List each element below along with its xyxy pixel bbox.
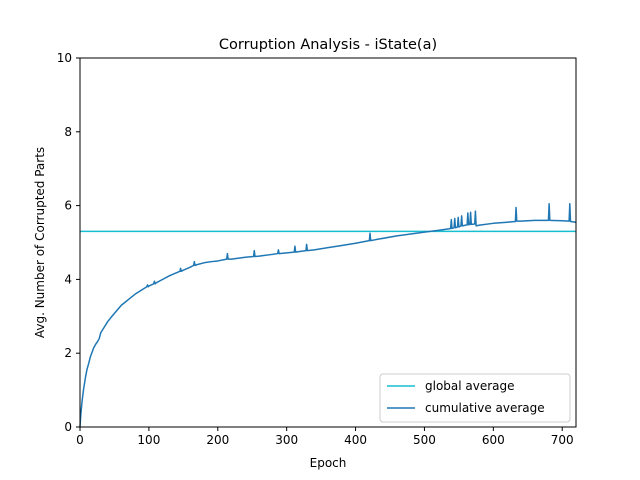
y-tick-label: 10: [57, 51, 72, 65]
x-tick-label: 500: [413, 433, 436, 447]
plot-area: [79, 57, 577, 428]
x-tick-label: 100: [137, 433, 160, 447]
x-tick-label: 400: [344, 433, 367, 447]
legend-box: [379, 373, 571, 423]
y-axis-label: Avg. Number of Corrupted Parts: [33, 147, 47, 338]
chart-title: Corruption Analysis - iState(a): [219, 37, 437, 53]
series-line-cumulative-average: [79, 203, 577, 428]
x-tick-label: 700: [551, 433, 574, 447]
y-tick-label: 0: [64, 420, 72, 434]
x-tick-label: 300: [275, 433, 298, 447]
y-tick-label: 4: [64, 272, 72, 286]
x-axis: 0 100 200 300 400 500 600 700: [76, 427, 574, 447]
x-tick-label: 0: [76, 433, 84, 447]
x-axis-label: Epoch: [310, 456, 347, 470]
x-tick-label: 600: [482, 433, 505, 447]
y-axis: 0 2 4 6 8 10: [57, 51, 80, 434]
legend-label-global-average: global average: [425, 379, 515, 393]
plot-frame: [79, 57, 577, 428]
legend: global average cumulative average: [379, 373, 571, 423]
y-tick-label: 8: [64, 125, 72, 139]
legend-label-cumulative-average: cumulative average: [425, 401, 545, 415]
y-tick-label: 6: [64, 199, 72, 213]
y-tick-label: 2: [64, 346, 72, 360]
x-tick-label: 200: [206, 433, 229, 447]
